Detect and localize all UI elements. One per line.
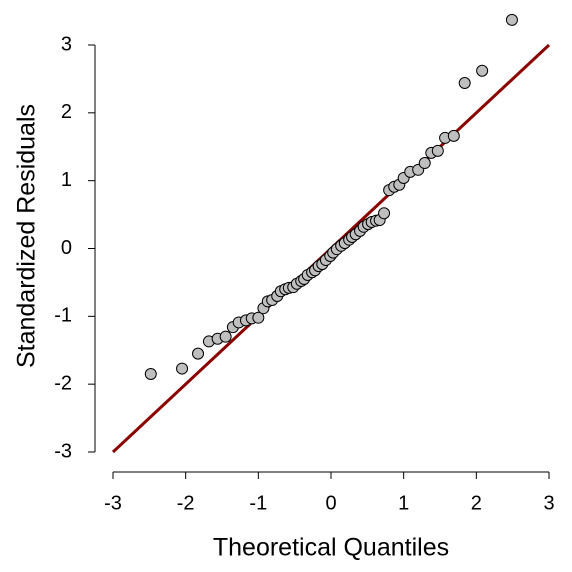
point: [505, 13, 518, 26]
x-tick-label: 0: [325, 492, 336, 514]
x-tick-label: -3: [104, 492, 122, 514]
y-tick-label: 3: [61, 33, 72, 55]
point: [144, 367, 157, 380]
x-tick-label: 1: [398, 492, 409, 514]
y-tick-label: -1: [54, 305, 72, 327]
x-tick-label: -2: [177, 492, 195, 514]
point: [378, 207, 391, 220]
point: [458, 76, 471, 89]
y-axis-label: Standardized Residuals: [13, 104, 41, 368]
point: [219, 330, 232, 343]
y-tick-label: 2: [61, 101, 72, 123]
point: [447, 129, 460, 142]
y-tick-label: 1: [61, 169, 72, 191]
y-tick-label: -3: [54, 440, 72, 462]
point: [476, 64, 489, 77]
x-axis-label: Theoretical Quantiles: [213, 534, 449, 562]
point: [192, 347, 205, 360]
x-tick-label: 3: [543, 492, 554, 514]
x-tick-label: 2: [471, 492, 482, 514]
point: [418, 157, 431, 170]
point: [252, 311, 265, 324]
y-tick-label: 0: [61, 237, 72, 259]
point: [431, 144, 444, 157]
x-tick-label: -1: [249, 492, 267, 514]
point: [176, 362, 189, 375]
y-tick-label: -2: [54, 372, 72, 394]
